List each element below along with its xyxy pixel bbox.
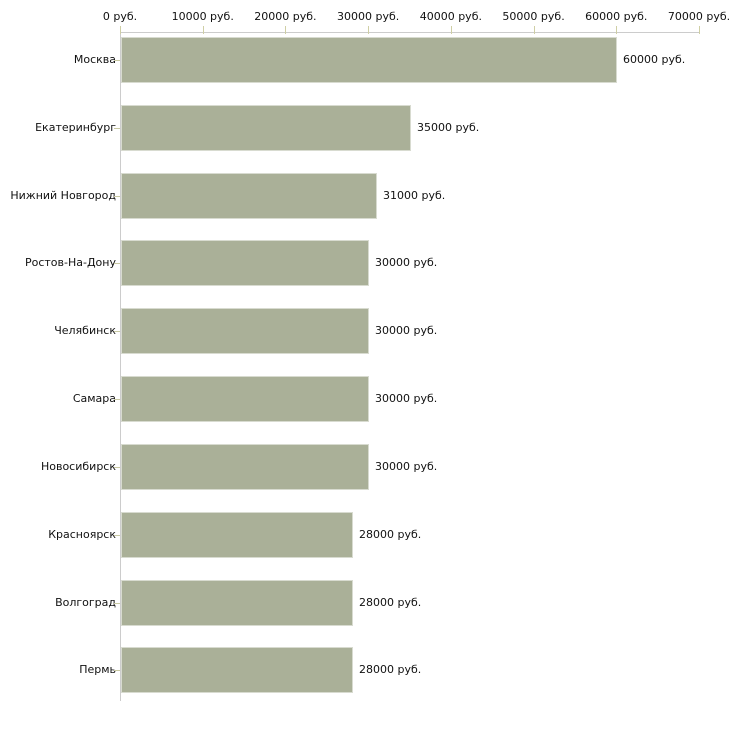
category-label: Волгоград — [55, 596, 116, 609]
bar — [121, 512, 353, 558]
category-label: Красноярск — [48, 528, 116, 541]
category-tick — [114, 535, 120, 536]
category-tick — [114, 467, 120, 468]
bar — [121, 37, 617, 83]
x-axis-tick — [120, 26, 121, 34]
category-tick — [114, 670, 120, 671]
category-tick — [114, 399, 120, 400]
bar — [121, 376, 369, 422]
category-tick — [114, 603, 120, 604]
category-label: Пермь — [79, 663, 116, 676]
x-axis-tick-label: 10000 руб. — [171, 10, 234, 23]
x-axis-line — [120, 32, 700, 33]
category-tick — [114, 196, 120, 197]
x-axis-tick-label: 30000 руб. — [337, 10, 400, 23]
x-axis-tick — [203, 26, 204, 34]
category-label: Москва — [73, 53, 116, 66]
x-axis-tick — [451, 26, 452, 34]
bar — [121, 240, 369, 286]
value-label: 35000 руб. — [417, 121, 480, 134]
x-axis-tick — [285, 26, 286, 34]
category-label: Новосибирск — [40, 460, 116, 473]
value-label: 28000 руб. — [359, 528, 422, 541]
value-label: 28000 руб. — [359, 596, 422, 609]
x-axis-tick-label: 50000 руб. — [502, 10, 565, 23]
value-label: 30000 руб. — [375, 324, 438, 337]
category-label: Нижний Новгород — [10, 189, 116, 202]
bar — [121, 105, 411, 151]
x-axis-tick-label: 20000 руб. — [254, 10, 317, 23]
value-label: 30000 руб. — [375, 392, 438, 405]
bar — [121, 173, 377, 219]
value-label: 30000 руб. — [375, 460, 438, 473]
value-label: 60000 руб. — [623, 53, 686, 66]
value-label: 28000 руб. — [359, 663, 422, 676]
category-label: Челябинск — [54, 324, 116, 337]
x-axis-tick-label: 0 руб. — [102, 10, 138, 23]
x-axis-tick-label: 40000 руб. — [419, 10, 482, 23]
category-label: Екатеринбург — [35, 121, 116, 134]
bar — [121, 647, 353, 693]
x-axis-tick — [534, 26, 535, 34]
x-axis-tick-label: 70000 руб. — [667, 10, 730, 23]
category-label: Ростов-На-Дону — [24, 256, 116, 269]
category-tick — [114, 263, 120, 264]
category-tick — [114, 60, 120, 61]
x-axis-tick — [699, 26, 700, 34]
y-axis-line — [120, 32, 121, 701]
value-label: 31000 руб. — [383, 189, 446, 202]
category-tick — [114, 331, 120, 332]
category-label: Самара — [72, 392, 116, 405]
x-axis-tick-label: 60000 руб. — [585, 10, 648, 23]
bar — [121, 308, 369, 354]
value-label: 30000 руб. — [375, 256, 438, 269]
x-axis-tick — [368, 26, 369, 34]
category-tick — [114, 128, 120, 129]
bar — [121, 580, 353, 626]
bar — [121, 444, 369, 490]
x-axis-tick — [616, 26, 617, 34]
